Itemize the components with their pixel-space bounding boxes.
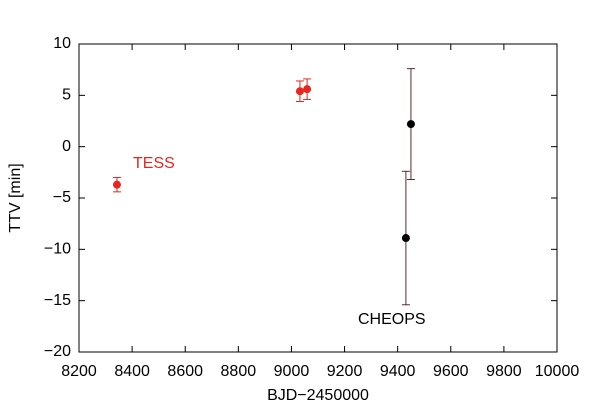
x-tick-label: 10000 [535, 363, 580, 380]
data-point [295, 87, 304, 96]
plot-frame [78, 43, 558, 353]
x-tick-label: 9000 [274, 363, 310, 380]
data-point [401, 234, 410, 243]
x-tick-label: 9600 [433, 363, 469, 380]
y-tick-label: 0 [62, 138, 71, 155]
y-tick-label: −10 [44, 241, 71, 258]
x-tick-label: 8600 [167, 363, 203, 380]
x-axis-label: BJD−2450000 [267, 387, 369, 404]
y-tick-label: −5 [53, 189, 71, 206]
series-label: CHEOPS [358, 311, 426, 328]
x-tick-label: 9800 [486, 363, 522, 380]
x-tick-label: 8200 [61, 363, 97, 380]
data-point [406, 120, 415, 129]
x-tick-label: 8400 [114, 363, 150, 380]
x-tick-label: 9400 [380, 363, 416, 380]
y-tick-label: 5 [62, 87, 71, 104]
x-tick-label: 9200 [327, 363, 363, 380]
data-point [112, 180, 121, 189]
series-label: TESS [133, 155, 175, 172]
y-tick-label: −15 [44, 292, 71, 309]
data-point [303, 85, 312, 94]
x-tick-label: 8800 [221, 363, 257, 380]
y-axis-label: TTV [min] [7, 163, 24, 232]
y-tick-label: 10 [53, 35, 71, 52]
y-tick-label: −20 [44, 343, 71, 360]
